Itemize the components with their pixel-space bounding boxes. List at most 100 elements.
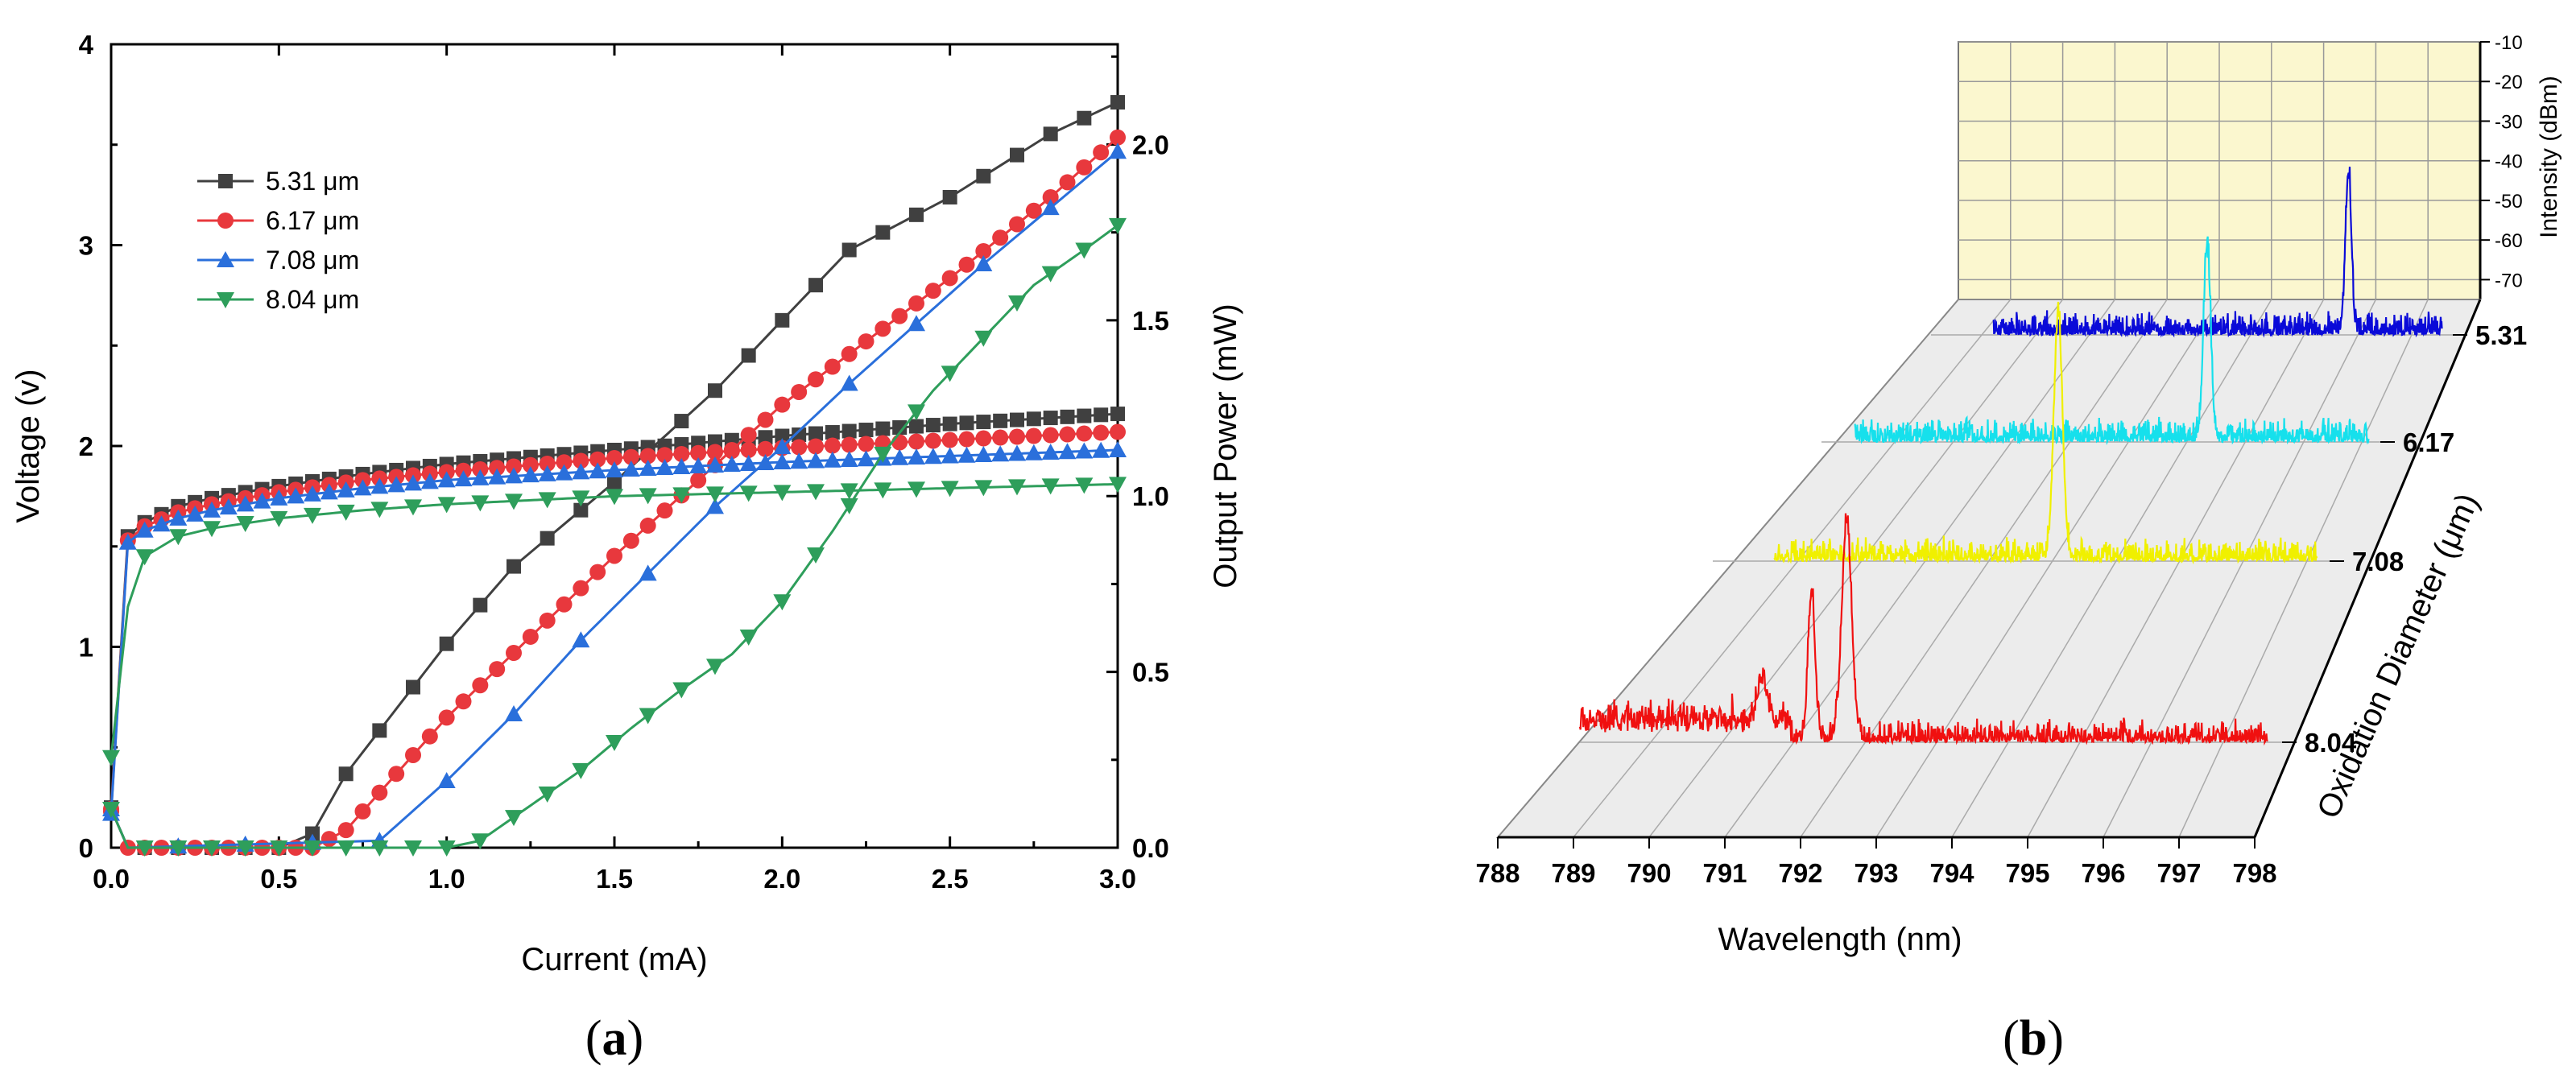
voltage-marker-a <box>589 451 606 468</box>
power-marker-a <box>976 168 991 184</box>
voltage-marker-a <box>858 436 875 452</box>
power-marker-a <box>773 594 792 611</box>
legend-label-a: 8.04 μm <box>266 285 359 314</box>
voltage-marker-a <box>270 489 288 506</box>
power-marker-a <box>639 708 657 725</box>
voltage-marker-a <box>135 549 154 566</box>
power-marker-a <box>674 414 689 429</box>
power-marker-a <box>421 728 438 745</box>
power-marker-a <box>505 705 523 722</box>
voltage-marker-a <box>924 448 942 465</box>
voltage-marker-a <box>672 487 691 504</box>
voltage-marker-a <box>538 492 556 509</box>
voltage-marker-a <box>555 464 573 481</box>
power-marker-a <box>909 207 924 222</box>
power-marker-a <box>739 629 758 646</box>
voltage-marker-a <box>757 440 774 457</box>
spectrum-6.17 <box>1854 236 2370 445</box>
power-marker-a <box>841 242 857 258</box>
x-tick-label-b: 798 <box>2232 858 2276 888</box>
power-marker-a <box>489 661 506 678</box>
panel-label-b: (b) <box>2003 1011 2064 1066</box>
z-tick-label-b: -50 <box>2495 191 2523 213</box>
voltage-marker-a <box>1077 408 1092 423</box>
voltage-marker-a <box>572 490 590 507</box>
power-marker-a <box>102 801 120 818</box>
voltage-marker-a <box>606 449 622 466</box>
voltage-marker-a <box>673 445 690 462</box>
voltage-marker-a <box>857 450 875 467</box>
voltage-marker-a <box>1041 478 1060 495</box>
voltage-marker-a <box>102 749 120 766</box>
power-marker-a <box>891 308 908 324</box>
x-tick-label-a: 3.0 <box>1099 864 1136 894</box>
legend-marker-a <box>217 292 234 308</box>
x-tick-label-a: 0.0 <box>93 864 130 894</box>
voltage-marker-a <box>1041 443 1060 460</box>
voltage-marker-a <box>236 516 254 533</box>
voltage-marker-a <box>909 419 924 434</box>
voltage-marker-a <box>924 432 941 449</box>
y2-tick-label-a: 0.5 <box>1132 658 1169 688</box>
power-marker-a <box>1077 110 1092 126</box>
voltage-marker-a <box>404 499 422 516</box>
x-tick-label-b: 790 <box>1627 858 1671 888</box>
panel-label-a: (a) <box>585 1011 643 1066</box>
voltage-marker-a <box>370 477 389 494</box>
voltage-marker-a <box>287 487 305 504</box>
voltage-marker-a <box>203 501 221 518</box>
z-axis-label-b: Intensity (dBm) <box>2536 76 2562 238</box>
legend-label-a: 7.08 μm <box>266 246 359 275</box>
spectrum-line <box>1773 301 2318 565</box>
power-marker-a <box>1041 199 1060 216</box>
voltage-marker-a <box>1075 477 1094 494</box>
power-marker-a <box>824 358 841 375</box>
power-marker-a <box>841 345 858 362</box>
voltage-marker-a <box>807 484 825 501</box>
power-marker-a <box>522 628 539 645</box>
voltage-marker-a <box>908 433 924 450</box>
power-marker-a <box>372 723 387 738</box>
voltage-marker-a <box>891 434 908 451</box>
legend-marker-a <box>217 213 234 229</box>
power-marker-a <box>455 693 472 710</box>
voltage-marker-a <box>505 493 523 510</box>
x-tick-label-b: 789 <box>1551 858 1595 888</box>
voltage-marker-a <box>840 450 858 467</box>
voltage-marker-a <box>808 426 823 441</box>
power-marker-a <box>924 283 941 299</box>
voltage-marker-a <box>1025 427 1042 444</box>
power-marker-a <box>840 498 858 514</box>
voltage-marker-a <box>858 423 874 438</box>
voltage-marker-a <box>152 515 171 532</box>
voltage-marker-a <box>622 448 639 465</box>
power-marker-a <box>439 636 454 651</box>
voltage-marker-a <box>841 423 857 439</box>
power-marker-a <box>1043 126 1058 142</box>
voltage-marker-a <box>506 458 522 475</box>
power-marker-a <box>337 822 354 839</box>
legend-item-a: 8.04 μm <box>197 285 359 314</box>
legend-label-a: 5.31 μm <box>266 167 359 196</box>
voltage-marker-a <box>337 504 355 521</box>
z-tick-label-b: -40 <box>2495 151 2523 173</box>
voltage-marker-a <box>1060 409 1075 424</box>
series-group-a <box>102 95 1127 857</box>
power-marker-a <box>858 333 875 350</box>
x-tick-label-a: 1.5 <box>596 864 633 894</box>
voltage-marker-a <box>1008 444 1026 461</box>
power-marker-a <box>908 295 924 312</box>
voltage-marker-a <box>1058 443 1077 460</box>
depth-tick-label-b: 5.31 <box>2475 320 2527 350</box>
power-marker-a <box>507 559 521 574</box>
voltage-marker-a <box>471 495 490 512</box>
power-marker-a <box>506 645 522 662</box>
power-marker-a <box>690 472 707 489</box>
power-marker-a <box>975 242 992 259</box>
y-tick-label-a: 3 <box>79 231 93 261</box>
voltage-marker-a <box>589 462 607 479</box>
power-marker-a <box>472 677 489 694</box>
voltage-marker-a <box>573 452 589 469</box>
power-marker-a <box>270 840 288 857</box>
